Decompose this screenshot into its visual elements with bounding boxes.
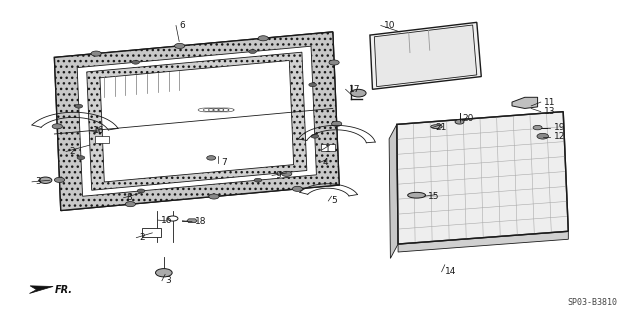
- Text: 3: 3: [35, 177, 41, 186]
- Circle shape: [537, 133, 548, 139]
- Polygon shape: [29, 286, 53, 293]
- Circle shape: [292, 186, 303, 191]
- Text: 13: 13: [544, 107, 556, 116]
- Circle shape: [175, 43, 185, 48]
- Ellipse shape: [408, 192, 426, 198]
- Polygon shape: [389, 124, 398, 258]
- Text: 12: 12: [554, 132, 565, 141]
- Text: 17: 17: [349, 85, 360, 94]
- Text: 6: 6: [179, 21, 185, 30]
- Circle shape: [168, 216, 178, 221]
- Text: 19: 19: [554, 123, 565, 132]
- Circle shape: [351, 89, 366, 97]
- Text: 5: 5: [332, 197, 337, 205]
- Text: 10: 10: [384, 21, 396, 30]
- Text: 2: 2: [140, 233, 145, 242]
- Text: 9: 9: [275, 171, 281, 180]
- Polygon shape: [512, 97, 538, 108]
- Circle shape: [258, 36, 268, 41]
- Text: 18: 18: [195, 217, 207, 226]
- Text: 20: 20: [463, 114, 474, 122]
- Circle shape: [533, 125, 542, 130]
- Circle shape: [52, 124, 63, 129]
- Polygon shape: [187, 219, 197, 223]
- Circle shape: [54, 177, 65, 182]
- Circle shape: [309, 83, 317, 87]
- Circle shape: [39, 177, 52, 183]
- FancyBboxPatch shape: [142, 228, 161, 237]
- Text: 1: 1: [325, 145, 331, 154]
- Polygon shape: [398, 231, 568, 252]
- Text: 2: 2: [69, 147, 75, 156]
- Circle shape: [282, 171, 292, 176]
- Circle shape: [311, 134, 319, 138]
- Text: FR.: FR.: [54, 285, 72, 295]
- Text: 7: 7: [221, 158, 227, 167]
- Text: 14: 14: [445, 267, 456, 276]
- Circle shape: [132, 60, 140, 64]
- Circle shape: [329, 60, 339, 65]
- Polygon shape: [374, 25, 477, 87]
- Text: 21: 21: [435, 123, 447, 132]
- Circle shape: [125, 202, 136, 207]
- Polygon shape: [77, 46, 316, 196]
- Circle shape: [91, 51, 101, 56]
- FancyBboxPatch shape: [321, 144, 335, 151]
- Circle shape: [75, 104, 83, 108]
- Polygon shape: [397, 112, 568, 244]
- Circle shape: [77, 156, 84, 160]
- Ellipse shape: [431, 125, 442, 129]
- Circle shape: [207, 156, 216, 160]
- Circle shape: [332, 121, 342, 126]
- Polygon shape: [54, 32, 339, 211]
- Circle shape: [137, 189, 145, 193]
- Circle shape: [156, 269, 172, 277]
- Circle shape: [455, 120, 464, 124]
- Polygon shape: [54, 32, 339, 211]
- Polygon shape: [100, 61, 294, 182]
- Polygon shape: [370, 22, 481, 89]
- Text: 15: 15: [428, 192, 439, 201]
- Text: 16: 16: [161, 216, 173, 225]
- Circle shape: [254, 178, 262, 182]
- Text: 3: 3: [165, 276, 171, 285]
- FancyBboxPatch shape: [95, 136, 109, 143]
- Text: 4: 4: [323, 158, 328, 167]
- Text: 8: 8: [127, 193, 132, 202]
- Text: SP03-B3810: SP03-B3810: [568, 298, 618, 307]
- Text: 11: 11: [544, 98, 556, 107]
- Circle shape: [209, 194, 219, 199]
- Circle shape: [249, 50, 257, 54]
- Polygon shape: [87, 52, 307, 190]
- Text: 16: 16: [93, 126, 104, 135]
